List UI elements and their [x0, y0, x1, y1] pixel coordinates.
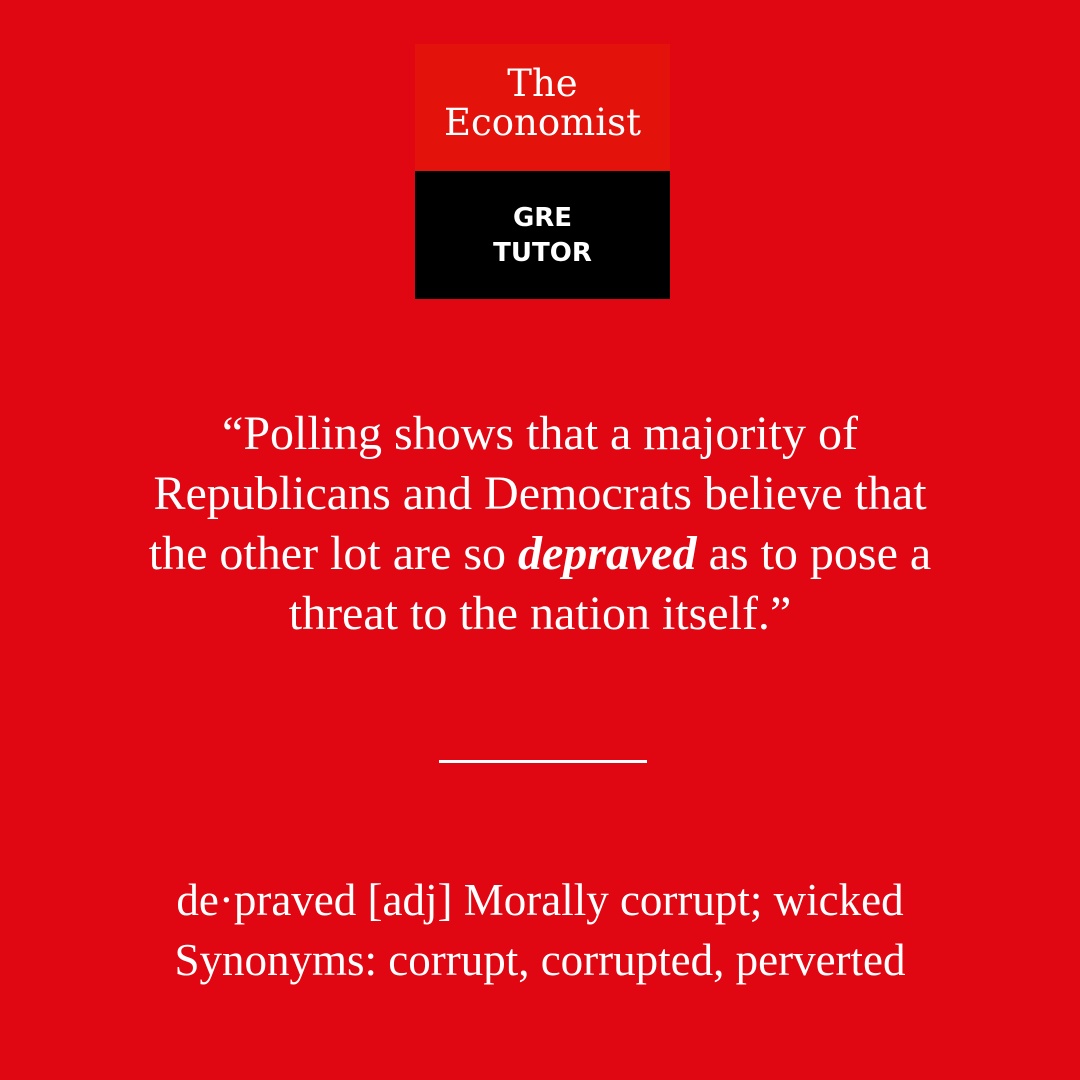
logo-economist-text: Economist — [444, 101, 641, 144]
quote-after: as to pose a threat to the nation itself… — [288, 527, 932, 640]
definition-line: de·praved [adj] Morally corrupt; wicked — [176, 875, 904, 925]
quote-open-mark: “ — [222, 407, 244, 460]
economist-gre-tutor-logo: The Economist GRE TUTOR — [415, 44, 670, 299]
definition-block: de·praved [adj] Morally corrupt; wicked … — [90, 870, 990, 990]
logo-gre-tutor-block: GRE TUTOR — [415, 171, 670, 299]
quote-close-mark: ” — [769, 587, 792, 640]
logo-tutor-text: TUTOR — [493, 238, 592, 268]
logo-the-text: The — [507, 62, 578, 105]
logo-gre-text: GRE — [512, 203, 573, 233]
quote-text: “Polling shows that a majority of Republ… — [140, 404, 940, 644]
quote-highlight-word: depraved — [518, 527, 697, 580]
synonyms-line: Synonyms: corrupt, corrupted, perverted — [174, 935, 906, 985]
quote-before: Polling shows that a majority of Republi… — [148, 407, 927, 580]
divider-line — [439, 760, 647, 763]
logo-masthead: The Economist — [415, 44, 670, 171]
